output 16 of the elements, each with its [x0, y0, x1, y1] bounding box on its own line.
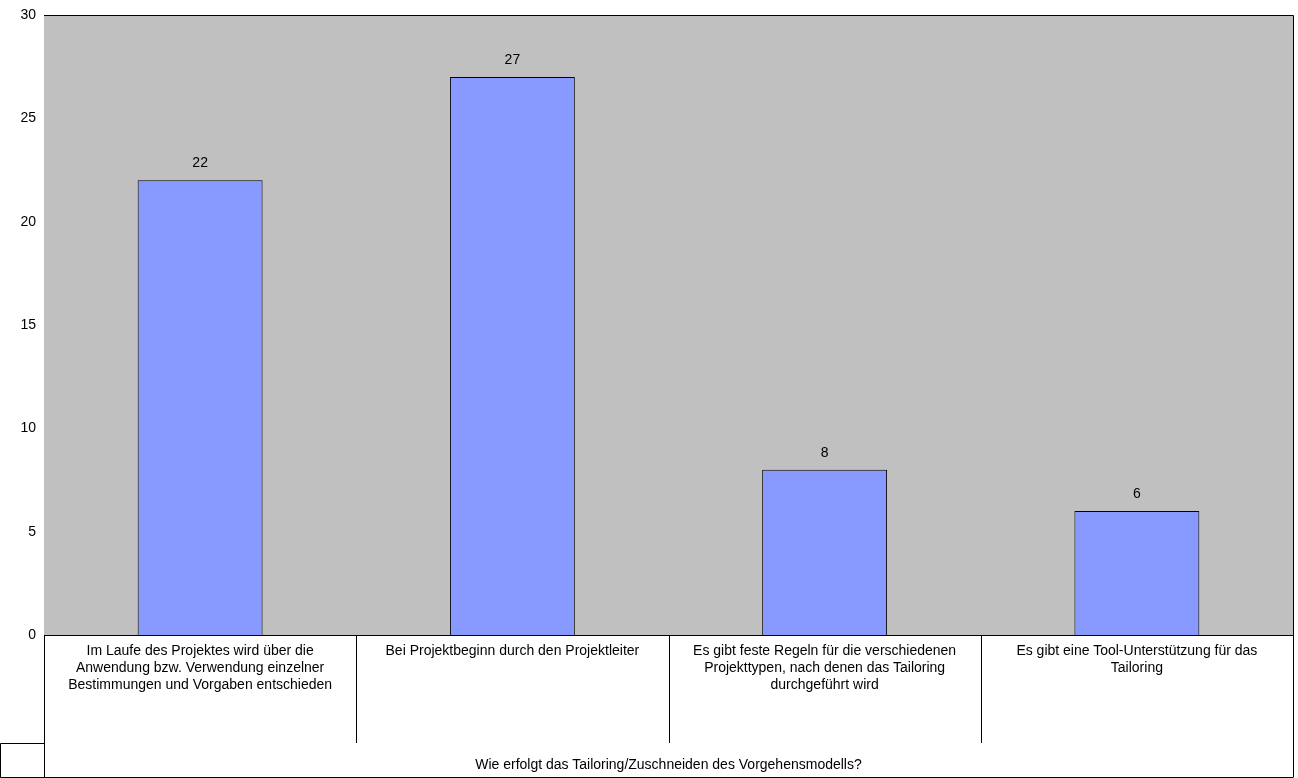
x-tick-label: Im Laufe des Projektes wird über die Anwendung bzw. Verwendung einzelner Bestimmungen und Vorgaben entschieden — [68, 642, 333, 692]
x-tick-label: Bei Projektbeginn durch den Projektleiter — [385, 642, 640, 659]
y-tick-label: 25 — [20, 109, 37, 126]
x-axis-title: Wie erfolgt das Tailoring/Zuschneiden des Vorgehensmodells? — [475, 756, 862, 773]
data-label: 27 — [504, 50, 521, 67]
y-tick-label: 0 — [28, 625, 37, 642]
y-tick-label: 30 — [20, 5, 37, 22]
y-tick-label: 20 — [20, 212, 37, 229]
x-tick-label: Es gibt eine Tool-Unterstützung für das Tailoring — [1016, 642, 1258, 676]
y-tick-label: 5 — [28, 522, 37, 539]
data-label: 22 — [192, 154, 209, 171]
data-label: 8 — [820, 443, 829, 460]
data-label: 6 — [1132, 484, 1141, 501]
y-tick-label: 15 — [20, 315, 37, 332]
x-tick-label: Es gibt feste Regeln für die verschiedenen Projekttypen, nach denen das Tailoring durchgeführt wird — [693, 642, 957, 692]
y-tick-label: 10 — [20, 419, 37, 436]
